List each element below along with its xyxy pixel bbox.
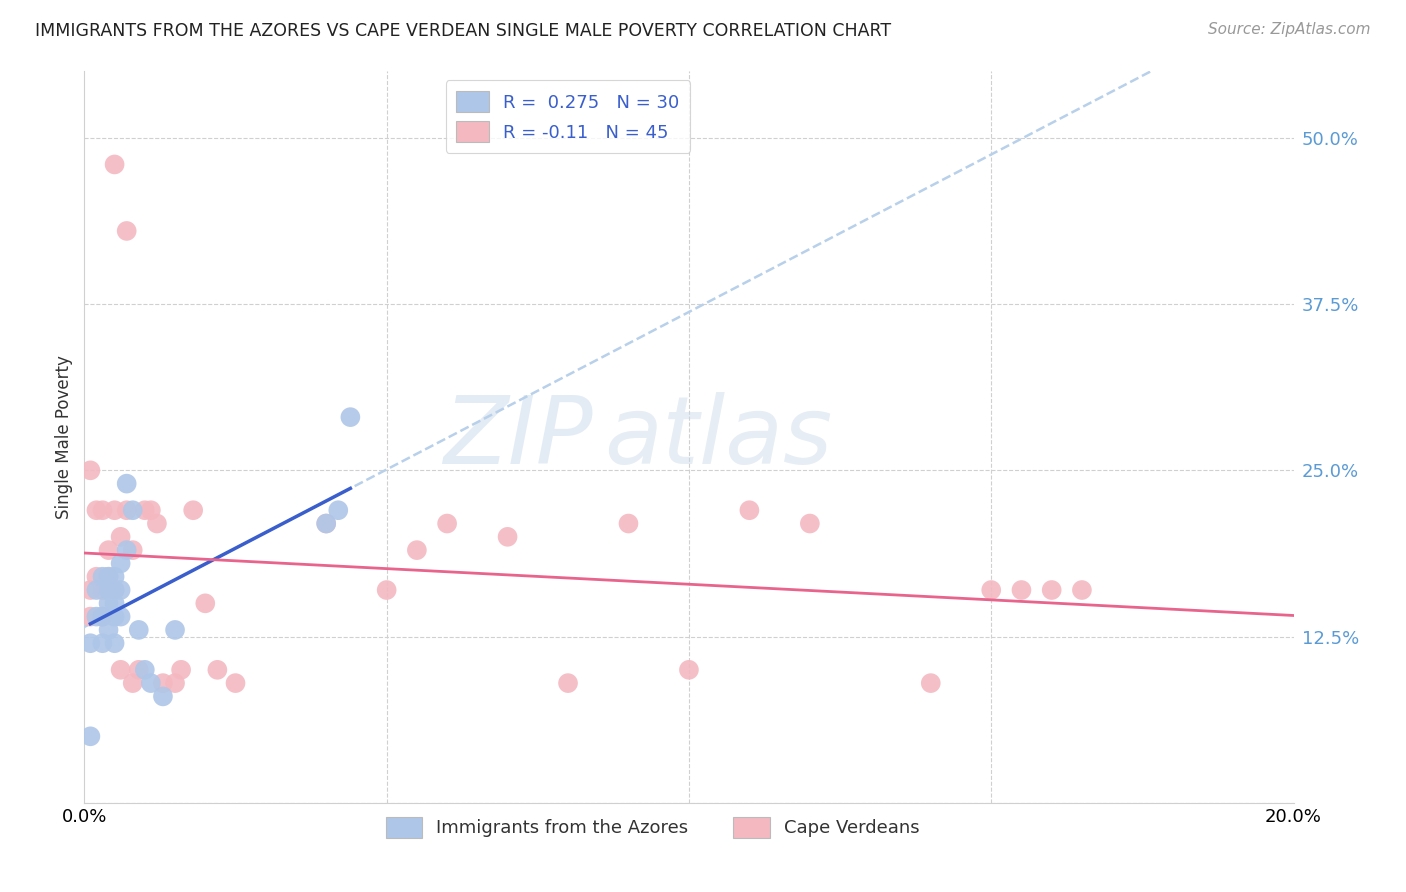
Point	[436, 516, 458, 531]
Point	[110, 530, 132, 544]
Point	[328, 503, 350, 517]
Point	[104, 503, 127, 517]
Point	[406, 543, 429, 558]
Point	[557, 676, 579, 690]
Point	[104, 582, 127, 597]
Point	[79, 463, 101, 477]
Point	[115, 224, 138, 238]
Legend: Immigrants from the Azores, Cape Verdeans: Immigrants from the Azores, Cape Verdean…	[378, 810, 927, 845]
Point	[91, 609, 114, 624]
Point	[91, 503, 114, 517]
Point	[617, 516, 640, 531]
Point	[97, 570, 120, 584]
Point	[79, 636, 101, 650]
Point	[678, 663, 700, 677]
Point	[139, 503, 162, 517]
Point	[91, 570, 114, 584]
Y-axis label: Single Male Poverty: Single Male Poverty	[55, 355, 73, 519]
Point	[225, 676, 247, 690]
Point	[86, 582, 108, 597]
Point	[165, 623, 187, 637]
Text: ZIP: ZIP	[443, 392, 592, 483]
Point	[315, 516, 337, 531]
Point	[1040, 582, 1063, 597]
Point	[121, 676, 143, 690]
Text: atlas: atlas	[605, 392, 832, 483]
Point	[97, 623, 120, 637]
Point	[194, 596, 217, 610]
Point	[104, 609, 127, 624]
Point	[86, 570, 108, 584]
Point	[170, 663, 193, 677]
Point	[139, 676, 162, 690]
Point	[128, 663, 150, 677]
Point	[110, 609, 132, 624]
Point	[104, 570, 127, 584]
Point	[86, 503, 108, 517]
Point	[104, 582, 127, 597]
Point	[146, 516, 169, 531]
Point	[115, 476, 138, 491]
Point	[121, 543, 143, 558]
Point	[91, 636, 114, 650]
Point	[97, 582, 120, 597]
Point	[79, 729, 101, 743]
Point	[110, 557, 132, 571]
Point	[97, 596, 120, 610]
Point	[104, 596, 127, 610]
Point	[121, 503, 143, 517]
Point	[738, 503, 761, 517]
Point	[79, 609, 101, 624]
Point	[207, 663, 229, 677]
Point	[128, 623, 150, 637]
Point	[91, 582, 114, 597]
Point	[1071, 582, 1094, 597]
Point	[115, 543, 138, 558]
Point	[104, 636, 127, 650]
Point	[799, 516, 821, 531]
Point	[339, 410, 361, 425]
Point	[134, 503, 156, 517]
Point	[115, 503, 138, 517]
Point	[315, 516, 337, 531]
Point	[86, 609, 108, 624]
Point	[110, 582, 132, 597]
Point	[97, 570, 120, 584]
Point	[496, 530, 519, 544]
Point	[1011, 582, 1033, 597]
Point	[110, 663, 132, 677]
Text: Source: ZipAtlas.com: Source: ZipAtlas.com	[1208, 22, 1371, 37]
Text: IMMIGRANTS FROM THE AZORES VS CAPE VERDEAN SINGLE MALE POVERTY CORRELATION CHART: IMMIGRANTS FROM THE AZORES VS CAPE VERDE…	[35, 22, 891, 40]
Point	[181, 503, 204, 517]
Point	[152, 690, 174, 704]
Point	[104, 157, 127, 171]
Point	[152, 676, 174, 690]
Point	[97, 543, 120, 558]
Point	[980, 582, 1002, 597]
Point	[165, 676, 187, 690]
Point	[91, 609, 114, 624]
Point	[920, 676, 942, 690]
Point	[375, 582, 398, 597]
Point	[134, 663, 156, 677]
Point	[79, 582, 101, 597]
